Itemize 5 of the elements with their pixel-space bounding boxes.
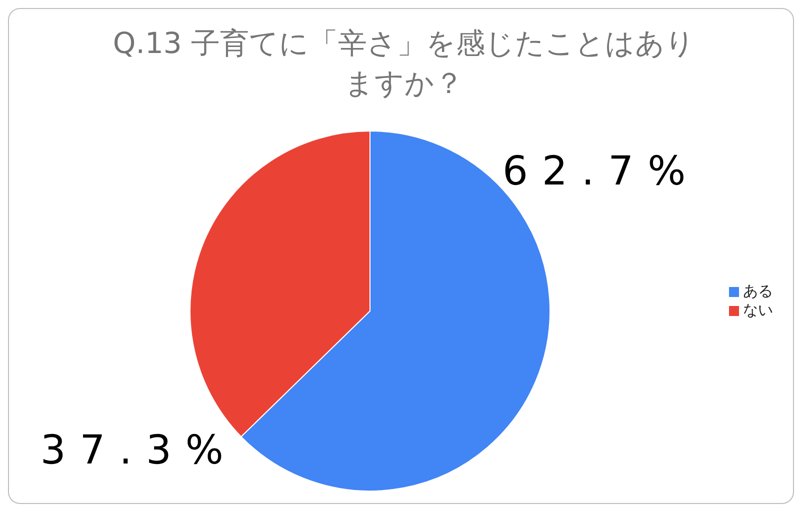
data-label: 62.7% [502, 148, 700, 194]
chart-title: Q.13 子育てに「辛さ」を感じたことはありますか？ [112, 25, 696, 102]
legend-label: ない [743, 301, 773, 319]
legend-label: ある [743, 282, 773, 300]
data-label: 37.3% [40, 428, 238, 474]
